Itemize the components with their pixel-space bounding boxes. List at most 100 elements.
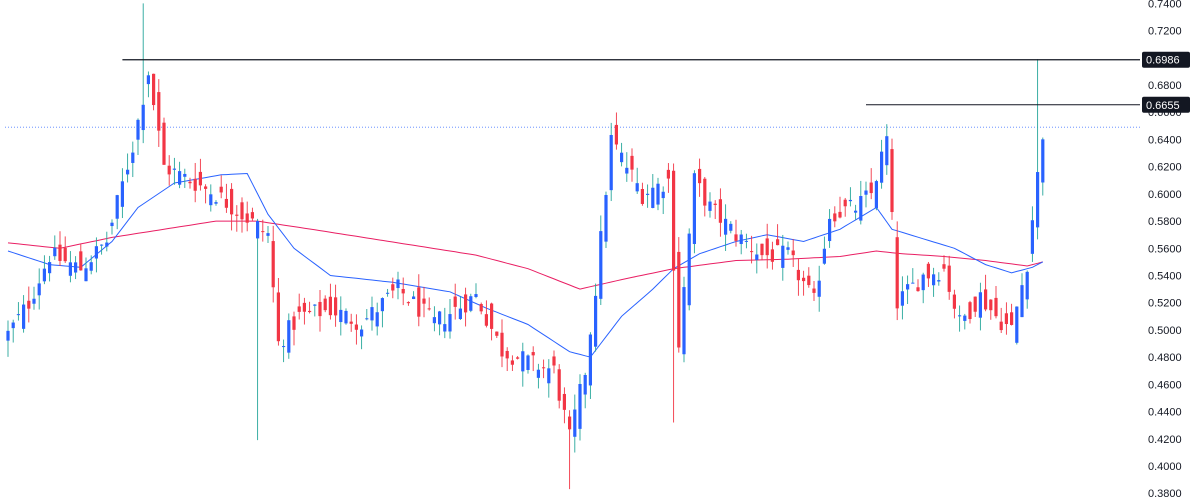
candle-body xyxy=(838,211,842,218)
candle-body xyxy=(1020,285,1024,318)
candle-body xyxy=(978,292,982,318)
candle-body xyxy=(224,198,228,208)
candle-body xyxy=(724,218,728,235)
candle xyxy=(115,194,119,230)
candle xyxy=(859,180,863,225)
candle-body xyxy=(578,383,582,429)
candle-body xyxy=(141,104,145,131)
candle xyxy=(609,122,613,202)
candle xyxy=(360,325,364,350)
candle-body xyxy=(620,152,624,163)
candle-body xyxy=(822,248,826,264)
candle-body xyxy=(276,292,280,342)
candle-body xyxy=(739,234,743,245)
candle-body xyxy=(744,240,748,242)
candle xyxy=(958,305,962,332)
candle-body xyxy=(651,187,655,208)
candle xyxy=(744,233,748,249)
candle xyxy=(178,161,182,189)
candle-body xyxy=(999,321,1003,331)
candle xyxy=(880,139,884,189)
candle xyxy=(635,167,639,194)
candle xyxy=(495,331,499,339)
candle xyxy=(344,308,348,325)
candle xyxy=(318,290,322,332)
candle-body xyxy=(765,238,769,256)
candle xyxy=(630,148,634,182)
candle xyxy=(16,302,20,321)
candle-body xyxy=(375,312,379,327)
candle xyxy=(417,274,421,327)
candle-body xyxy=(921,274,925,291)
candle xyxy=(895,221,899,321)
candle xyxy=(692,170,696,254)
candle-body xyxy=(542,367,546,369)
candle xyxy=(152,73,156,111)
candle xyxy=(276,278,280,346)
candle xyxy=(661,186,665,215)
candle-body xyxy=(594,295,598,347)
candle-body xyxy=(828,218,832,242)
candle-body xyxy=(755,254,759,260)
candle-body xyxy=(916,287,920,292)
candle-body xyxy=(656,183,660,205)
candle xyxy=(328,283,332,320)
candle-body xyxy=(526,355,530,370)
candle-body xyxy=(796,269,800,281)
candle-body xyxy=(942,264,946,269)
candle xyxy=(531,346,535,372)
candle-body xyxy=(614,124,618,145)
moving-averages xyxy=(7,172,1044,358)
candle-body xyxy=(313,304,317,306)
candle xyxy=(339,296,343,336)
candle xyxy=(323,295,327,313)
candle xyxy=(240,197,244,233)
candle-body xyxy=(947,265,951,292)
candle-body xyxy=(588,334,592,386)
candle xyxy=(822,236,826,265)
candle-body xyxy=(848,199,852,202)
candle xyxy=(828,209,832,248)
candle xyxy=(682,276,686,363)
candle xyxy=(994,286,998,319)
y-tick-label: 0.5800 xyxy=(1148,216,1182,228)
candle xyxy=(146,71,150,98)
candle xyxy=(588,332,592,399)
candle-body xyxy=(864,190,868,195)
candle-body xyxy=(687,233,691,306)
price-tag xyxy=(1142,51,1190,68)
y-tick-label: 0.4000 xyxy=(1148,461,1182,473)
candle xyxy=(94,237,98,273)
candle-body xyxy=(677,251,681,348)
y-tick-label: 0.6000 xyxy=(1148,189,1182,201)
candle-body xyxy=(318,301,322,317)
candle xyxy=(776,224,780,246)
candle-body xyxy=(698,168,702,184)
candle xyxy=(204,184,208,204)
candle-body xyxy=(84,268,88,282)
candle-body xyxy=(666,169,670,179)
candle-body xyxy=(172,168,176,170)
candle-body xyxy=(386,292,390,294)
price-tag-label: 0.6655 xyxy=(1146,100,1180,112)
candle-body xyxy=(146,75,150,85)
candle xyxy=(594,283,598,352)
candle-body xyxy=(718,199,722,223)
candle-body xyxy=(869,182,873,194)
candle xyxy=(126,153,130,183)
candle xyxy=(640,182,644,206)
candle xyxy=(807,267,811,288)
candle xyxy=(308,301,312,314)
candle-body xyxy=(932,274,936,286)
candle xyxy=(864,181,868,208)
candle xyxy=(906,275,910,305)
candle-body xyxy=(464,294,468,313)
candle-body xyxy=(193,178,197,191)
y-axis: 0.74000.72000.70000.68000.66000.64000.62… xyxy=(1148,0,1182,500)
candle xyxy=(698,158,702,197)
candle xyxy=(479,302,483,315)
candle-body xyxy=(266,233,270,236)
candle xyxy=(375,302,379,336)
